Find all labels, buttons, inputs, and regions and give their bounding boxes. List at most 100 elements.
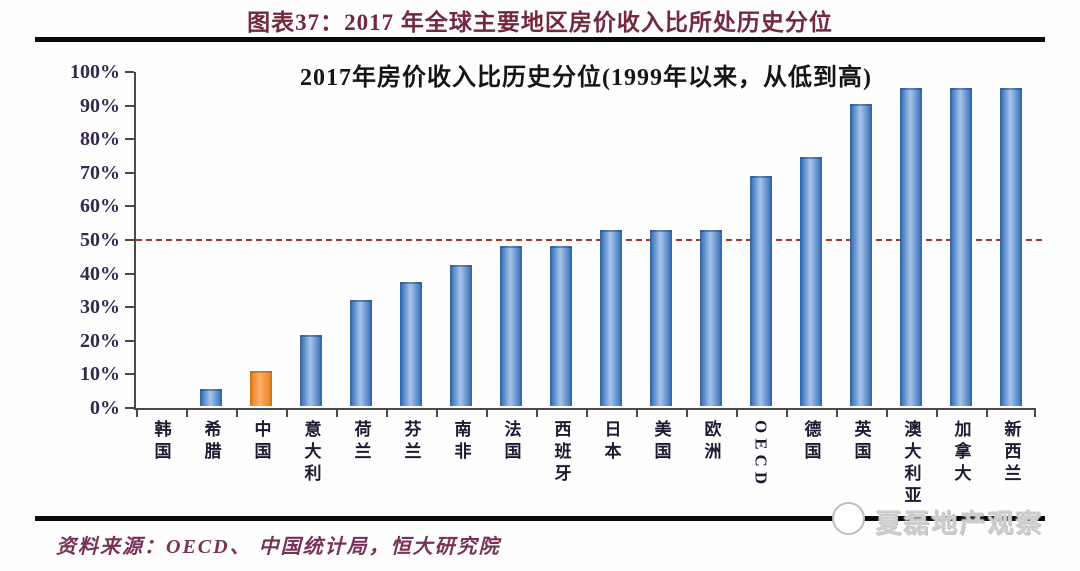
x-axis-label-text: 希腊 [201,420,221,464]
bar-OECD [750,175,772,406]
bar-中国 [250,370,272,406]
x-axis-tick [136,410,138,417]
watermark-text: 夏磊地产观察 [875,509,1044,538]
x-axis-label-芬兰: 芬兰 [386,420,436,464]
y-axis-tick [125,407,134,409]
y-axis-tick [125,306,134,309]
y-axis-tick-label: 30% [80,296,120,319]
x-axis-tick [736,410,738,417]
x-axis-tick [786,410,788,417]
x-axis-label-韩国: 韩国 [136,420,186,464]
bar-南非 [450,264,472,406]
y-axis-tick-label: 90% [80,94,120,117]
x-axis-tick [636,410,638,417]
bar-法国 [500,246,522,406]
x-axis-label-text: 新西兰 [1001,420,1021,486]
x-axis-label-text: 中国 [251,420,271,464]
bar-chart-plot: 0% 10% 20% 30% 40% 50% 60% 70% 80% 90% 100% 韩国 希腊 中国意… [70,61,1042,508]
x-axis-tick [536,410,538,417]
top-divider [35,37,1045,42]
y-axis-tick-label: 0% [90,397,120,419]
bar-日本 [600,229,622,406]
x-axis-label-加拿大: 加拿大 [936,420,986,486]
x-axis-line [134,408,1036,410]
x-axis-label-德国: 德国 [786,420,836,464]
x-axis-label-text: 韩国 [151,420,171,464]
y-axis-tick-label: 40% [80,262,120,285]
y-axis-tick [125,205,134,208]
x-axis-label-中国: 中国 [236,420,286,464]
x-axis-tick [1034,410,1036,417]
x-axis-label-希腊: 希腊 [186,420,236,464]
x-axis-tick [286,410,288,417]
y-axis-tick [125,171,134,174]
y-axis-tick-label: 70% [80,161,120,184]
bar-新西兰 [1000,88,1022,406]
bar-澳大利亚 [900,88,922,406]
x-axis-label-text: 德国 [801,420,821,464]
x-axis-label-法国: 法国 [486,420,536,464]
x-axis-label-text: 西班牙 [551,420,571,486]
x-axis-label-text: 澳大利亚 [901,420,921,508]
y-axis-tick-label: 100% [70,61,120,83]
bar-荷兰 [350,300,372,406]
y-axis-tick-label: 60% [80,195,120,218]
x-axis-label-OECD: OECD [736,420,786,489]
x-axis-label-text: OECD [751,420,771,490]
figure-header: 图表37：2017 年全球主要地区房价收入比所处历史分位 [0,3,1080,41]
bar-英国 [850,103,872,406]
x-axis-label-新西兰: 新西兰 [986,420,1036,486]
x-axis-tick [486,410,488,417]
y-axis-tick [125,71,134,73]
y-axis-tick [125,239,134,241]
bar-西班牙 [550,246,572,406]
figure-title: 图表37：2017 年全球主要地区房价收入比所处历史分位 [243,3,837,41]
x-axis-tick [186,410,188,417]
reference-line-50pct [136,239,1042,241]
x-axis-tick [336,410,338,417]
x-axis-tick [686,410,688,417]
x-axis-label-英国: 英国 [836,420,886,464]
x-axis-label-text: 意大利 [301,420,321,486]
x-axis-label-西班牙: 西班牙 [536,420,586,486]
x-axis-label-text: 美国 [651,420,671,464]
x-axis-label-美国: 美国 [636,420,686,464]
x-axis-label-text: 加拿大 [951,420,971,486]
x-axis-tick [986,410,988,417]
x-axis-label-text: 日本 [601,420,621,464]
bar-意大利 [300,335,322,406]
x-axis-tick [936,410,938,417]
bar-希腊 [200,389,222,406]
y-axis-tick [125,272,134,275]
x-axis-label-意大利: 意大利 [286,420,336,486]
watermark-circle-icon [832,502,865,535]
x-axis-label-澳大利亚: 澳大利亚 [886,420,936,508]
x-axis-label-text: 英国 [851,420,871,464]
y-axis-tick-label: 80% [80,128,120,151]
y-axis-tick [125,373,134,376]
y-axis-tick-label: 20% [80,329,120,352]
bar-芬兰 [400,281,422,406]
x-axis-label-text: 欧洲 [701,420,721,464]
y-axis-line [134,72,136,410]
y-axis-tick-label: 50% [80,229,120,251]
y-axis-tick-label: 10% [80,363,120,386]
bar-德国 [800,157,822,406]
bar-美国 [650,229,672,406]
x-axis-tick [236,410,238,417]
x-axis-label-text: 南非 [451,420,471,464]
x-axis-label-南非: 南非 [436,420,486,464]
data-source-note: 资料来源：OECD、 中国统计局，恒大研究院 [56,536,501,558]
bar-加拿大 [950,88,972,406]
x-axis-label-text: 法国 [501,420,521,464]
y-axis-tick [125,339,134,342]
x-axis-label-荷兰: 荷兰 [336,420,386,464]
y-axis-tick [125,138,134,141]
x-axis-label-text: 芬兰 [401,420,421,464]
x-axis-tick [436,410,438,417]
x-axis-tick [836,410,838,417]
y-axis-tick [125,104,134,107]
x-axis-label-text: 荷兰 [351,420,371,464]
chart-title: 2017年房价收入比历史分位(1999年以来，从低到高) [300,65,872,91]
